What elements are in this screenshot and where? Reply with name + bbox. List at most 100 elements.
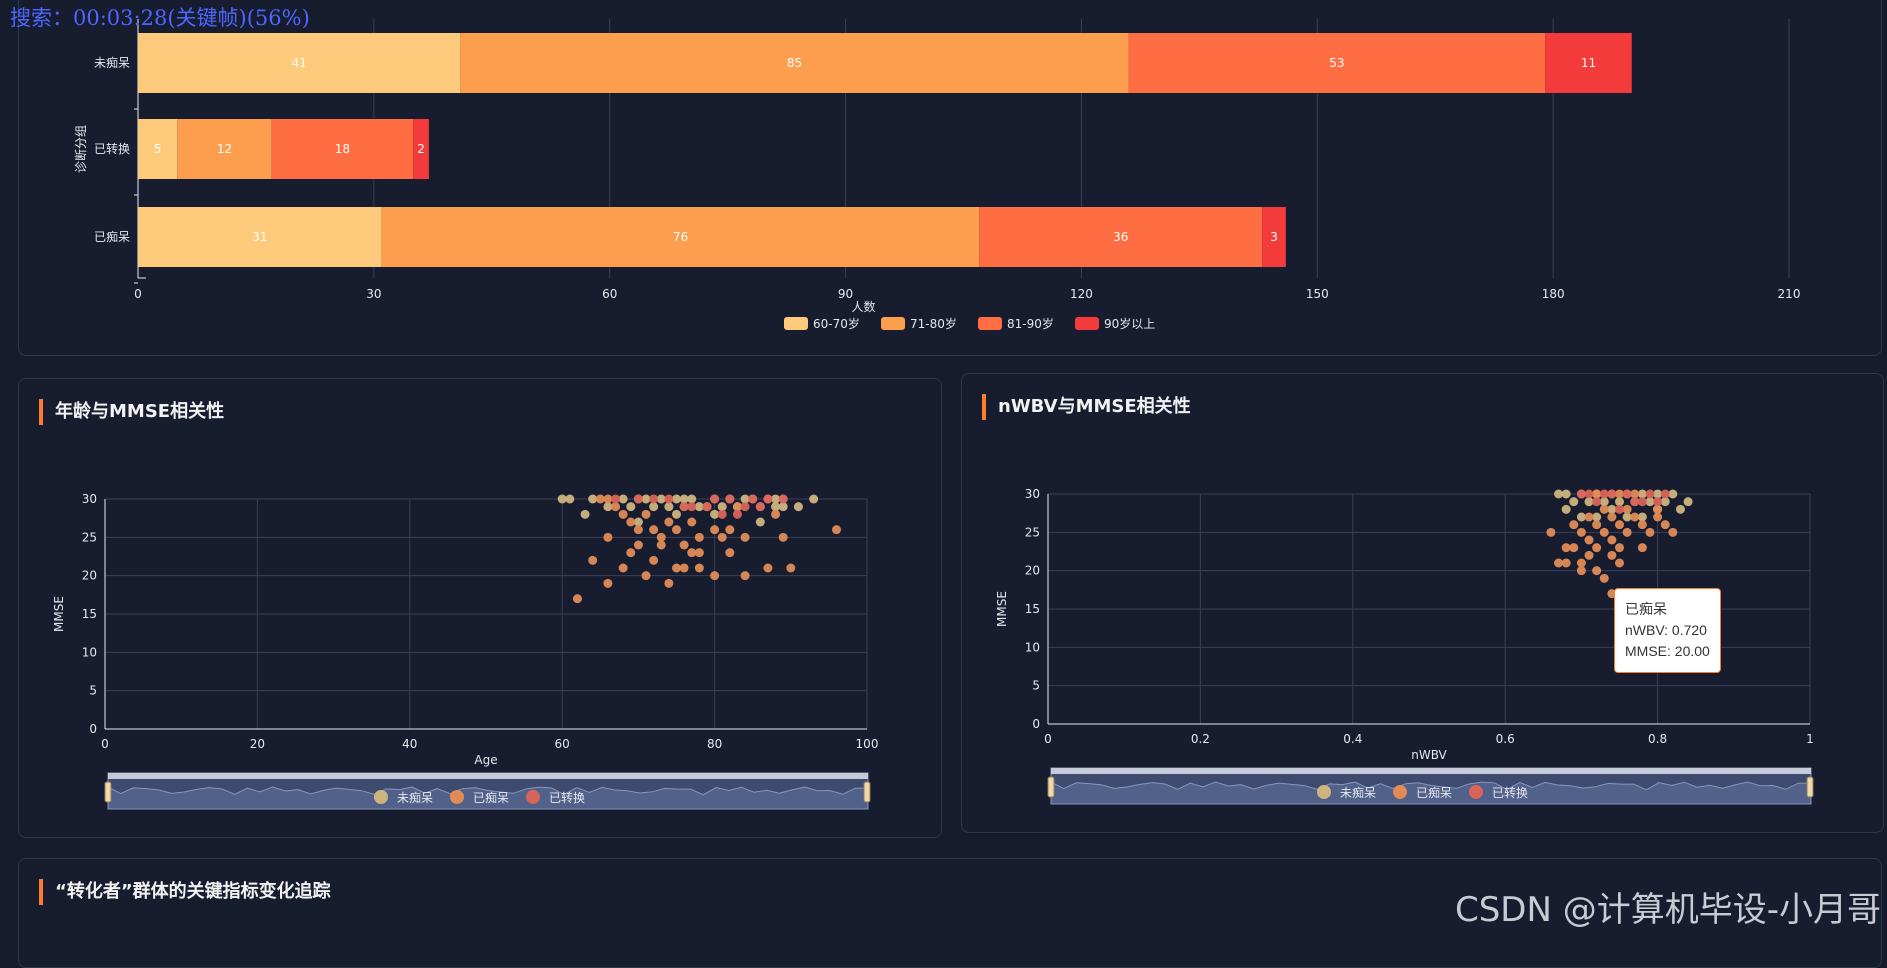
scatter-point bbox=[1615, 489, 1624, 499]
scatter-point bbox=[717, 509, 727, 519]
scatter-point bbox=[633, 540, 643, 550]
zoom-handle-left bbox=[104, 781, 112, 803]
scatter-point bbox=[694, 548, 704, 558]
scatter-point bbox=[809, 494, 819, 504]
y-tick-label: 0 bbox=[1032, 717, 1040, 731]
scatter-point bbox=[1622, 489, 1632, 499]
scatter-point bbox=[710, 494, 720, 504]
x-tick-label: 0 bbox=[134, 287, 142, 301]
nwbv-mmse-panel-title: nWBV与MMSE相关性 bbox=[982, 394, 1191, 420]
scatter-point bbox=[1584, 497, 1594, 507]
scatter-point bbox=[1630, 512, 1640, 522]
x-tick-label: 0.4 bbox=[1343, 732, 1362, 746]
tooltip-mmse: MMSE: 20.00 bbox=[1625, 643, 1710, 659]
scatter-point bbox=[588, 555, 598, 565]
scatter-point bbox=[664, 517, 674, 527]
bar-value-label: 76 bbox=[673, 230, 688, 244]
scatter-point bbox=[725, 494, 735, 504]
scatter-point bbox=[1675, 504, 1685, 514]
scatter-point bbox=[778, 532, 788, 542]
scatter-point bbox=[679, 502, 689, 512]
scatter-point bbox=[740, 502, 750, 512]
zoom-slider-bar bbox=[108, 773, 868, 779]
bar-segment bbox=[138, 33, 461, 93]
scatter-point bbox=[732, 502, 742, 512]
scatter-point bbox=[672, 509, 681, 519]
scatter-point bbox=[717, 532, 727, 542]
bar-segment bbox=[1545, 33, 1632, 93]
bar-value-label: 2 bbox=[417, 142, 425, 156]
y-tick-label: 5 bbox=[1032, 679, 1040, 693]
bar-value-label: 31 bbox=[252, 230, 267, 244]
scatter-point bbox=[740, 571, 750, 581]
y-tick-label: 25 bbox=[1025, 525, 1040, 539]
y-axis-title: MMSE bbox=[52, 596, 66, 632]
scatter-point bbox=[565, 494, 575, 504]
scatter-point bbox=[771, 494, 781, 504]
x-axis-title: nWBV bbox=[1411, 748, 1447, 762]
scatter-point bbox=[763, 563, 773, 573]
scatter-point bbox=[732, 509, 742, 519]
scatter-point bbox=[649, 525, 659, 535]
scatter-point bbox=[1576, 489, 1586, 499]
x-tick-label: 60 bbox=[555, 737, 570, 751]
scatter-point bbox=[1637, 497, 1647, 507]
scatter-point bbox=[1615, 504, 1624, 514]
y-axis-title: 诊断分组 bbox=[73, 125, 88, 173]
y-category-label: 已痴呆 bbox=[94, 229, 130, 244]
scatter-point bbox=[1645, 489, 1655, 499]
scatter-point bbox=[771, 502, 781, 512]
scatter-point bbox=[633, 517, 643, 527]
zoom-slider-preview bbox=[1050, 781, 1812, 805]
scatter-point bbox=[1554, 558, 1564, 568]
scatter-point bbox=[1607, 550, 1617, 560]
scatter-point bbox=[1653, 497, 1663, 507]
y-axis-title: MMSE bbox=[995, 591, 1009, 627]
scatter-point bbox=[702, 502, 712, 512]
scatter-point bbox=[618, 563, 628, 573]
scatter-point bbox=[603, 494, 613, 504]
scatter-point bbox=[725, 525, 735, 535]
x-tick-label: 20 bbox=[250, 737, 265, 751]
scatter-point bbox=[672, 494, 681, 504]
scatter-point bbox=[1637, 520, 1647, 530]
y-tick-label: 10 bbox=[1025, 640, 1040, 654]
scatter-point bbox=[664, 578, 674, 588]
y-tick-label: 30 bbox=[1025, 487, 1040, 501]
bar-segment bbox=[413, 119, 429, 179]
bar-segment bbox=[177, 119, 272, 179]
scatter-point bbox=[687, 502, 697, 512]
scatter-point bbox=[1584, 550, 1594, 560]
bar-segment bbox=[138, 119, 178, 179]
x-tick-label: 100 bbox=[856, 737, 879, 751]
scatter-point bbox=[1660, 497, 1670, 507]
age-group-stacked-bar-chart: 0 30 60 90 120 150 180 210 未痴呆 41 85 53 11 已转换 5 12 18 2 已… bbox=[73, 19, 1800, 331]
scatter-point bbox=[748, 494, 758, 504]
bar-value-label: 18 bbox=[335, 142, 350, 156]
x-tick-label: 1 bbox=[1806, 732, 1814, 746]
scatter-point bbox=[1630, 489, 1640, 499]
x-tick-label: 0.6 bbox=[1496, 732, 1515, 746]
scatter-point bbox=[1622, 512, 1632, 522]
scatter-point bbox=[1637, 543, 1647, 553]
age-mmse-panel-title: 年龄与MMSE相关性 bbox=[39, 399, 224, 425]
scatter-point bbox=[1637, 512, 1647, 522]
age-mmse-panel: 年龄与MMSE相关性 0 20 40 60 80 100 0 5 10 15 20 25 30 Age MM… bbox=[18, 378, 942, 838]
scatter-point bbox=[611, 494, 621, 504]
scatter-point bbox=[793, 502, 803, 512]
scatter-point bbox=[1569, 497, 1579, 507]
scatter-point bbox=[664, 494, 674, 504]
csdn-watermark: CSDN @计算机毕设-小月哥 bbox=[1454, 890, 1881, 930]
scatter-point bbox=[1599, 527, 1609, 537]
scatter-point bbox=[1592, 520, 1602, 530]
scatter-point bbox=[1569, 520, 1579, 530]
y-tick-label: 20 bbox=[1025, 564, 1040, 578]
scatter-point bbox=[572, 594, 582, 604]
scatter-point bbox=[580, 509, 590, 519]
legend-label: 已转换 bbox=[1492, 785, 1528, 800]
legend-dot bbox=[450, 790, 464, 804]
legend-dot bbox=[1393, 785, 1407, 799]
converter-tracking-panel-title: “转化者”群体的关键指标变化追踪 bbox=[39, 879, 331, 905]
scatter-point bbox=[656, 494, 666, 504]
